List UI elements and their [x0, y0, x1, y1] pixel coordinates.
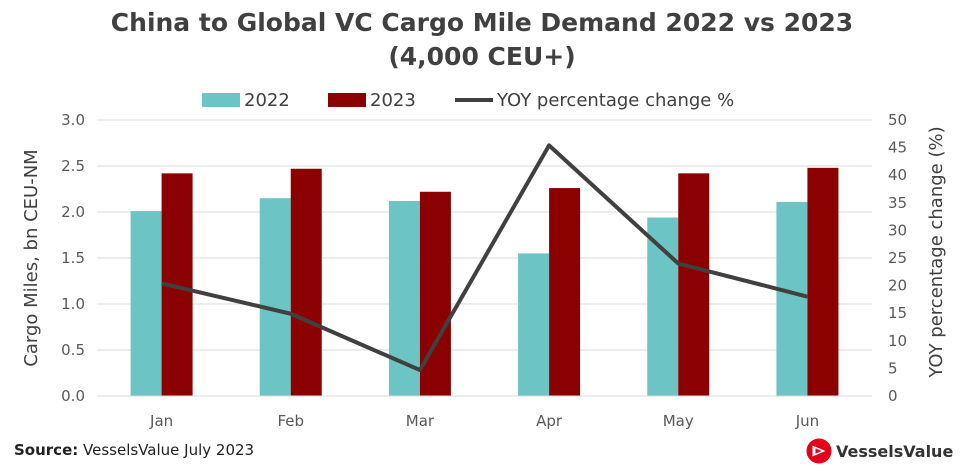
- y-right-tick-label: 25: [888, 249, 907, 267]
- source-label: Source:: [14, 441, 79, 459]
- y-right-tick-label: 30: [888, 221, 907, 239]
- y-right-tick-label: 40: [888, 166, 907, 184]
- gridlines: [97, 119, 872, 351]
- y-right-axis-title: YOY percentage change (%): [926, 126, 947, 378]
- brand-name: VesselsValue: [836, 441, 954, 461]
- y-tick-label: 2.5: [61, 157, 85, 175]
- y-tick-label: 0.5: [61, 341, 85, 359]
- bar-series: [130, 167, 839, 396]
- chart-title-line-2: (4,000 CEU+): [388, 42, 576, 71]
- chart-plot: 2022 2023 YOY percentage change % 0.0 0.5 1.…: [21, 90, 947, 430]
- source-note: Source: VesselsValue July 2023: [14, 441, 254, 459]
- legend-label-2023: 2023: [370, 90, 416, 111]
- chart-title: China to Global VC Cargo Mile Demand 202…: [0, 6, 964, 74]
- legend: 2022 2023 YOY percentage change %: [202, 90, 734, 111]
- x-tick-label: Apr: [536, 412, 563, 430]
- y-tick-label: 3.0: [61, 111, 85, 129]
- y-right-tick-label: 15: [888, 304, 907, 322]
- bar-2023-feb: [290, 168, 322, 396]
- legend-label-yoy: YOY percentage change %: [496, 90, 734, 111]
- y-axis-title: Cargo Miles, bn CEU-NM: [21, 149, 42, 366]
- bar-2023-apr: [549, 188, 581, 396]
- x-tick-label: Jun: [795, 412, 819, 430]
- yoy-line: [161, 143, 808, 373]
- y-tick-label: 2.0: [61, 203, 85, 221]
- bar-2022-feb: [259, 198, 291, 396]
- y-right-tick-label: 50: [888, 111, 907, 129]
- vesselsvalue-logo-icon: [806, 438, 832, 464]
- y-tick-label: 1.0: [61, 295, 85, 313]
- bar-2022-may: [647, 217, 679, 396]
- axes: 0.0 0.5 1.0 1.5 2.0 2.5 3.0 0 5 10 15 20 25 30 35 40 45 5…: [21, 111, 947, 430]
- y-tick-label: 1.5: [61, 249, 85, 267]
- y-right-tick-label: 5: [888, 359, 898, 377]
- legend-swatch-2023: [328, 93, 366, 107]
- y-right-tick-label: 35: [888, 194, 907, 212]
- y-right-tick-label: 45: [888, 139, 907, 157]
- legend-label-2022: 2022: [244, 90, 290, 111]
- source-text: VesselsValue July 2023: [83, 441, 255, 459]
- bar-2023-jun: [807, 167, 839, 396]
- bar-2022-jun: [776, 201, 808, 396]
- bar-2023-may: [678, 173, 710, 396]
- x-tick-label: Feb: [277, 412, 304, 430]
- bar-2022-apr: [518, 253, 550, 396]
- x-tick-label: Jan: [149, 412, 173, 430]
- brand-logo: VesselsValue: [806, 438, 953, 464]
- y-right-tick-label: 0: [888, 387, 898, 405]
- bar-2022-jan: [130, 211, 162, 396]
- x-tick-label: May: [663, 412, 694, 430]
- x-tick-label: Mar: [406, 412, 435, 430]
- y-tick-label: 0.0: [61, 387, 85, 405]
- y-right-tick-label: 20: [888, 277, 907, 295]
- legend-swatch-2022: [202, 93, 240, 107]
- chart-title-line-1: China to Global VC Cargo Mile Demand 202…: [110, 8, 854, 37]
- y-right-tick-label: 10: [888, 332, 907, 350]
- yoy-line-series: [161, 143, 808, 373]
